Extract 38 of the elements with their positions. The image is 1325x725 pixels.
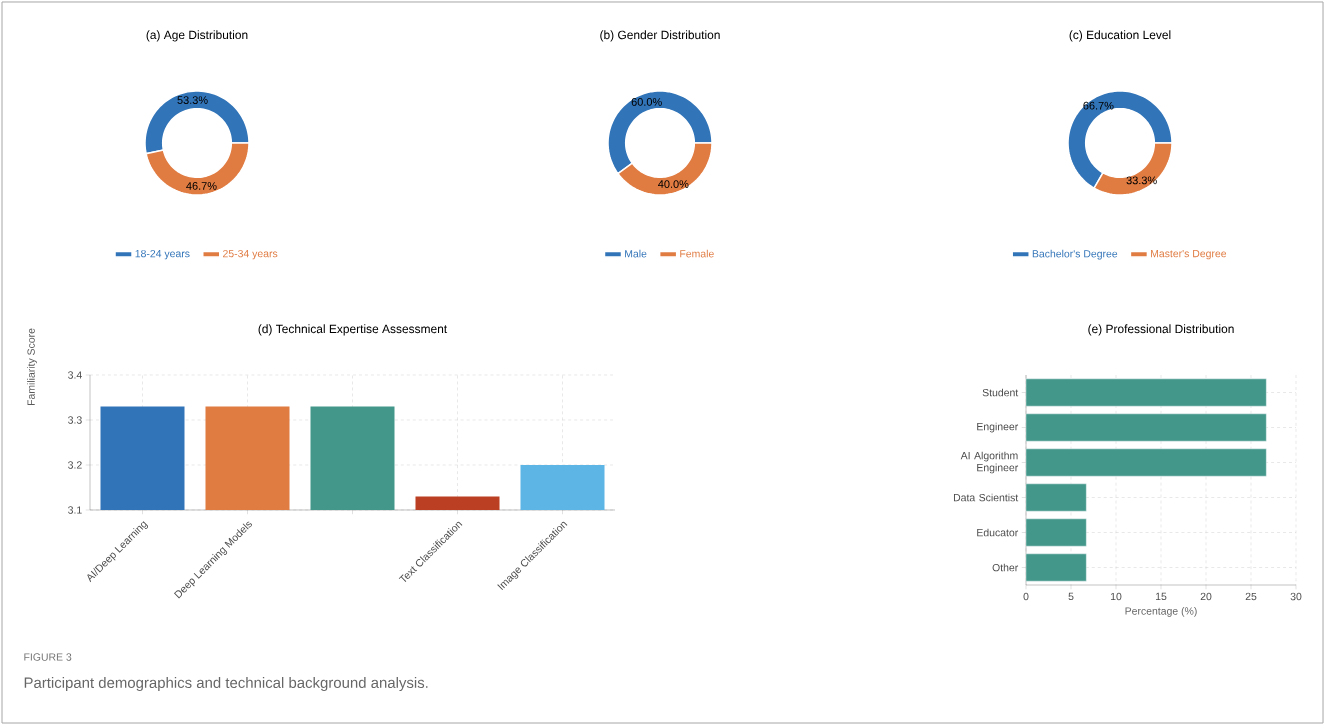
- y-tick-label: Other: [992, 563, 1019, 572]
- legend-label: 25-34 years: [223, 249, 278, 260]
- x-tick-label: 10: [1110, 592, 1122, 601]
- y-tick-label: 3.1: [68, 506, 82, 514]
- x-tick-label: 20: [1200, 592, 1212, 601]
- y-tick-label: AI Algorithm Engineer: [960, 451, 1019, 474]
- legend-label: 18-24 years: [135, 249, 190, 260]
- data-label: 66.7%: [1083, 101, 1114, 110]
- y-tick-label: 3.4: [68, 371, 82, 379]
- caption: FIGURE 3: [24, 653, 72, 661]
- x-tick-label: 15: [1155, 592, 1167, 601]
- data-label: 53.3%: [177, 96, 208, 104]
- chart-title: (d) Technical Expertise Assessment: [258, 324, 448, 336]
- y-axis-title: Familiarity Score: [27, 328, 37, 406]
- chart-title: (b) Gender Distribution: [600, 30, 720, 42]
- y-tick-label: Student: [982, 388, 1019, 397]
- legend-label: Master's Degree: [1151, 249, 1227, 260]
- legend-label: Male: [625, 249, 647, 258]
- x-tick-label: 30: [1290, 592, 1302, 601]
- text: Participant demographics and technical background analysis.: [24, 677, 428, 691]
- data-label: 33.3%: [1126, 176, 1157, 185]
- y-tick-label: Educator: [977, 528, 1019, 537]
- chart-title: (c) Education Level: [1069, 30, 1171, 42]
- x-tick-label: 0: [1023, 592, 1029, 601]
- chart-title: (e) Professional Distribution: [1088, 324, 1234, 336]
- data-label: 46.7%: [186, 182, 217, 190]
- y-tick-label: Engineer: [977, 422, 1019, 433]
- legend-label: Bachelor's Degree: [1032, 249, 1118, 260]
- x-tick-label: 25: [1245, 592, 1257, 601]
- x-tick-label: 5: [1068, 592, 1074, 601]
- x-axis-title: Percentage (%): [1125, 607, 1197, 617]
- data-label: 60.0%: [631, 98, 662, 106]
- legend-label: Female: [680, 249, 714, 258]
- y-tick-label: 3.2: [68, 461, 82, 469]
- chart-title: (a) Age Distribution: [146, 30, 248, 42]
- data-label: 40.0%: [658, 180, 689, 188]
- y-tick-label: 3.3: [68, 416, 82, 424]
- y-tick-label: Data Scientist: [953, 493, 1019, 502]
